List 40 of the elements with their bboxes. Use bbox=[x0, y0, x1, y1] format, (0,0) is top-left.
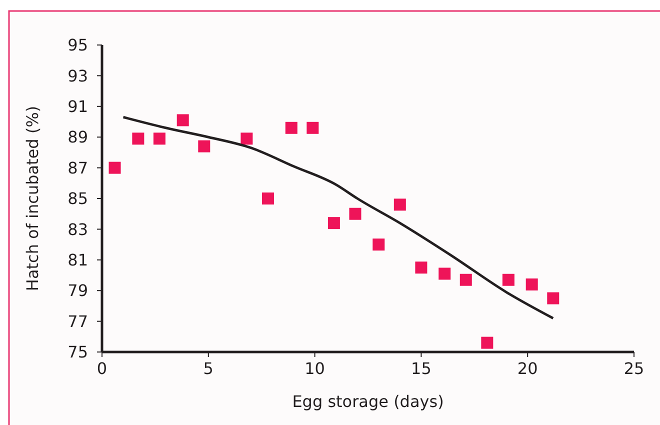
x-tick-label: 15 bbox=[411, 359, 432, 378]
point bbox=[372, 238, 385, 251]
point bbox=[198, 140, 210, 152]
y-tick-label: 95 bbox=[68, 36, 88, 55]
point bbox=[262, 192, 274, 204]
point bbox=[438, 268, 451, 280]
point bbox=[394, 198, 406, 211]
y-tick-label: 93 bbox=[68, 66, 88, 86]
x-tick-label: 5 bbox=[203, 359, 214, 378]
x-tick-label: 20 bbox=[517, 359, 538, 378]
point bbox=[108, 162, 121, 174]
point bbox=[153, 132, 166, 145]
x-tick-label: 10 bbox=[304, 359, 325, 378]
x-tick-label: 25 bbox=[624, 359, 644, 378]
y-tick-label: 83 bbox=[68, 220, 88, 239]
y-tick-label: 87 bbox=[68, 158, 88, 178]
y-tick-label: 81 bbox=[68, 250, 88, 270]
point bbox=[349, 208, 362, 220]
x-tick-label: 0 bbox=[96, 359, 108, 378]
point bbox=[526, 278, 538, 290]
point bbox=[132, 132, 144, 145]
point bbox=[547, 292, 560, 304]
y-axis-title: Hatch of incubated (%) bbox=[23, 106, 42, 292]
point bbox=[328, 217, 340, 230]
y-tick-label: 91 bbox=[68, 97, 88, 116]
point bbox=[285, 122, 298, 134]
point bbox=[460, 274, 472, 286]
point bbox=[481, 336, 494, 349]
y-tick-label: 75 bbox=[68, 342, 88, 362]
y-tick-label: 85 bbox=[68, 189, 88, 208]
point bbox=[306, 122, 319, 134]
y-tick-label: 77 bbox=[68, 312, 88, 331]
x-axis-title: Egg storage (days) bbox=[292, 392, 444, 411]
point bbox=[502, 274, 514, 286]
point bbox=[176, 114, 189, 126]
y-tick-label: 79 bbox=[68, 281, 88, 300]
line-series bbox=[122, 116, 554, 320]
point bbox=[240, 132, 253, 145]
point bbox=[415, 262, 428, 274]
y-tick-label: 89 bbox=[68, 128, 88, 147]
